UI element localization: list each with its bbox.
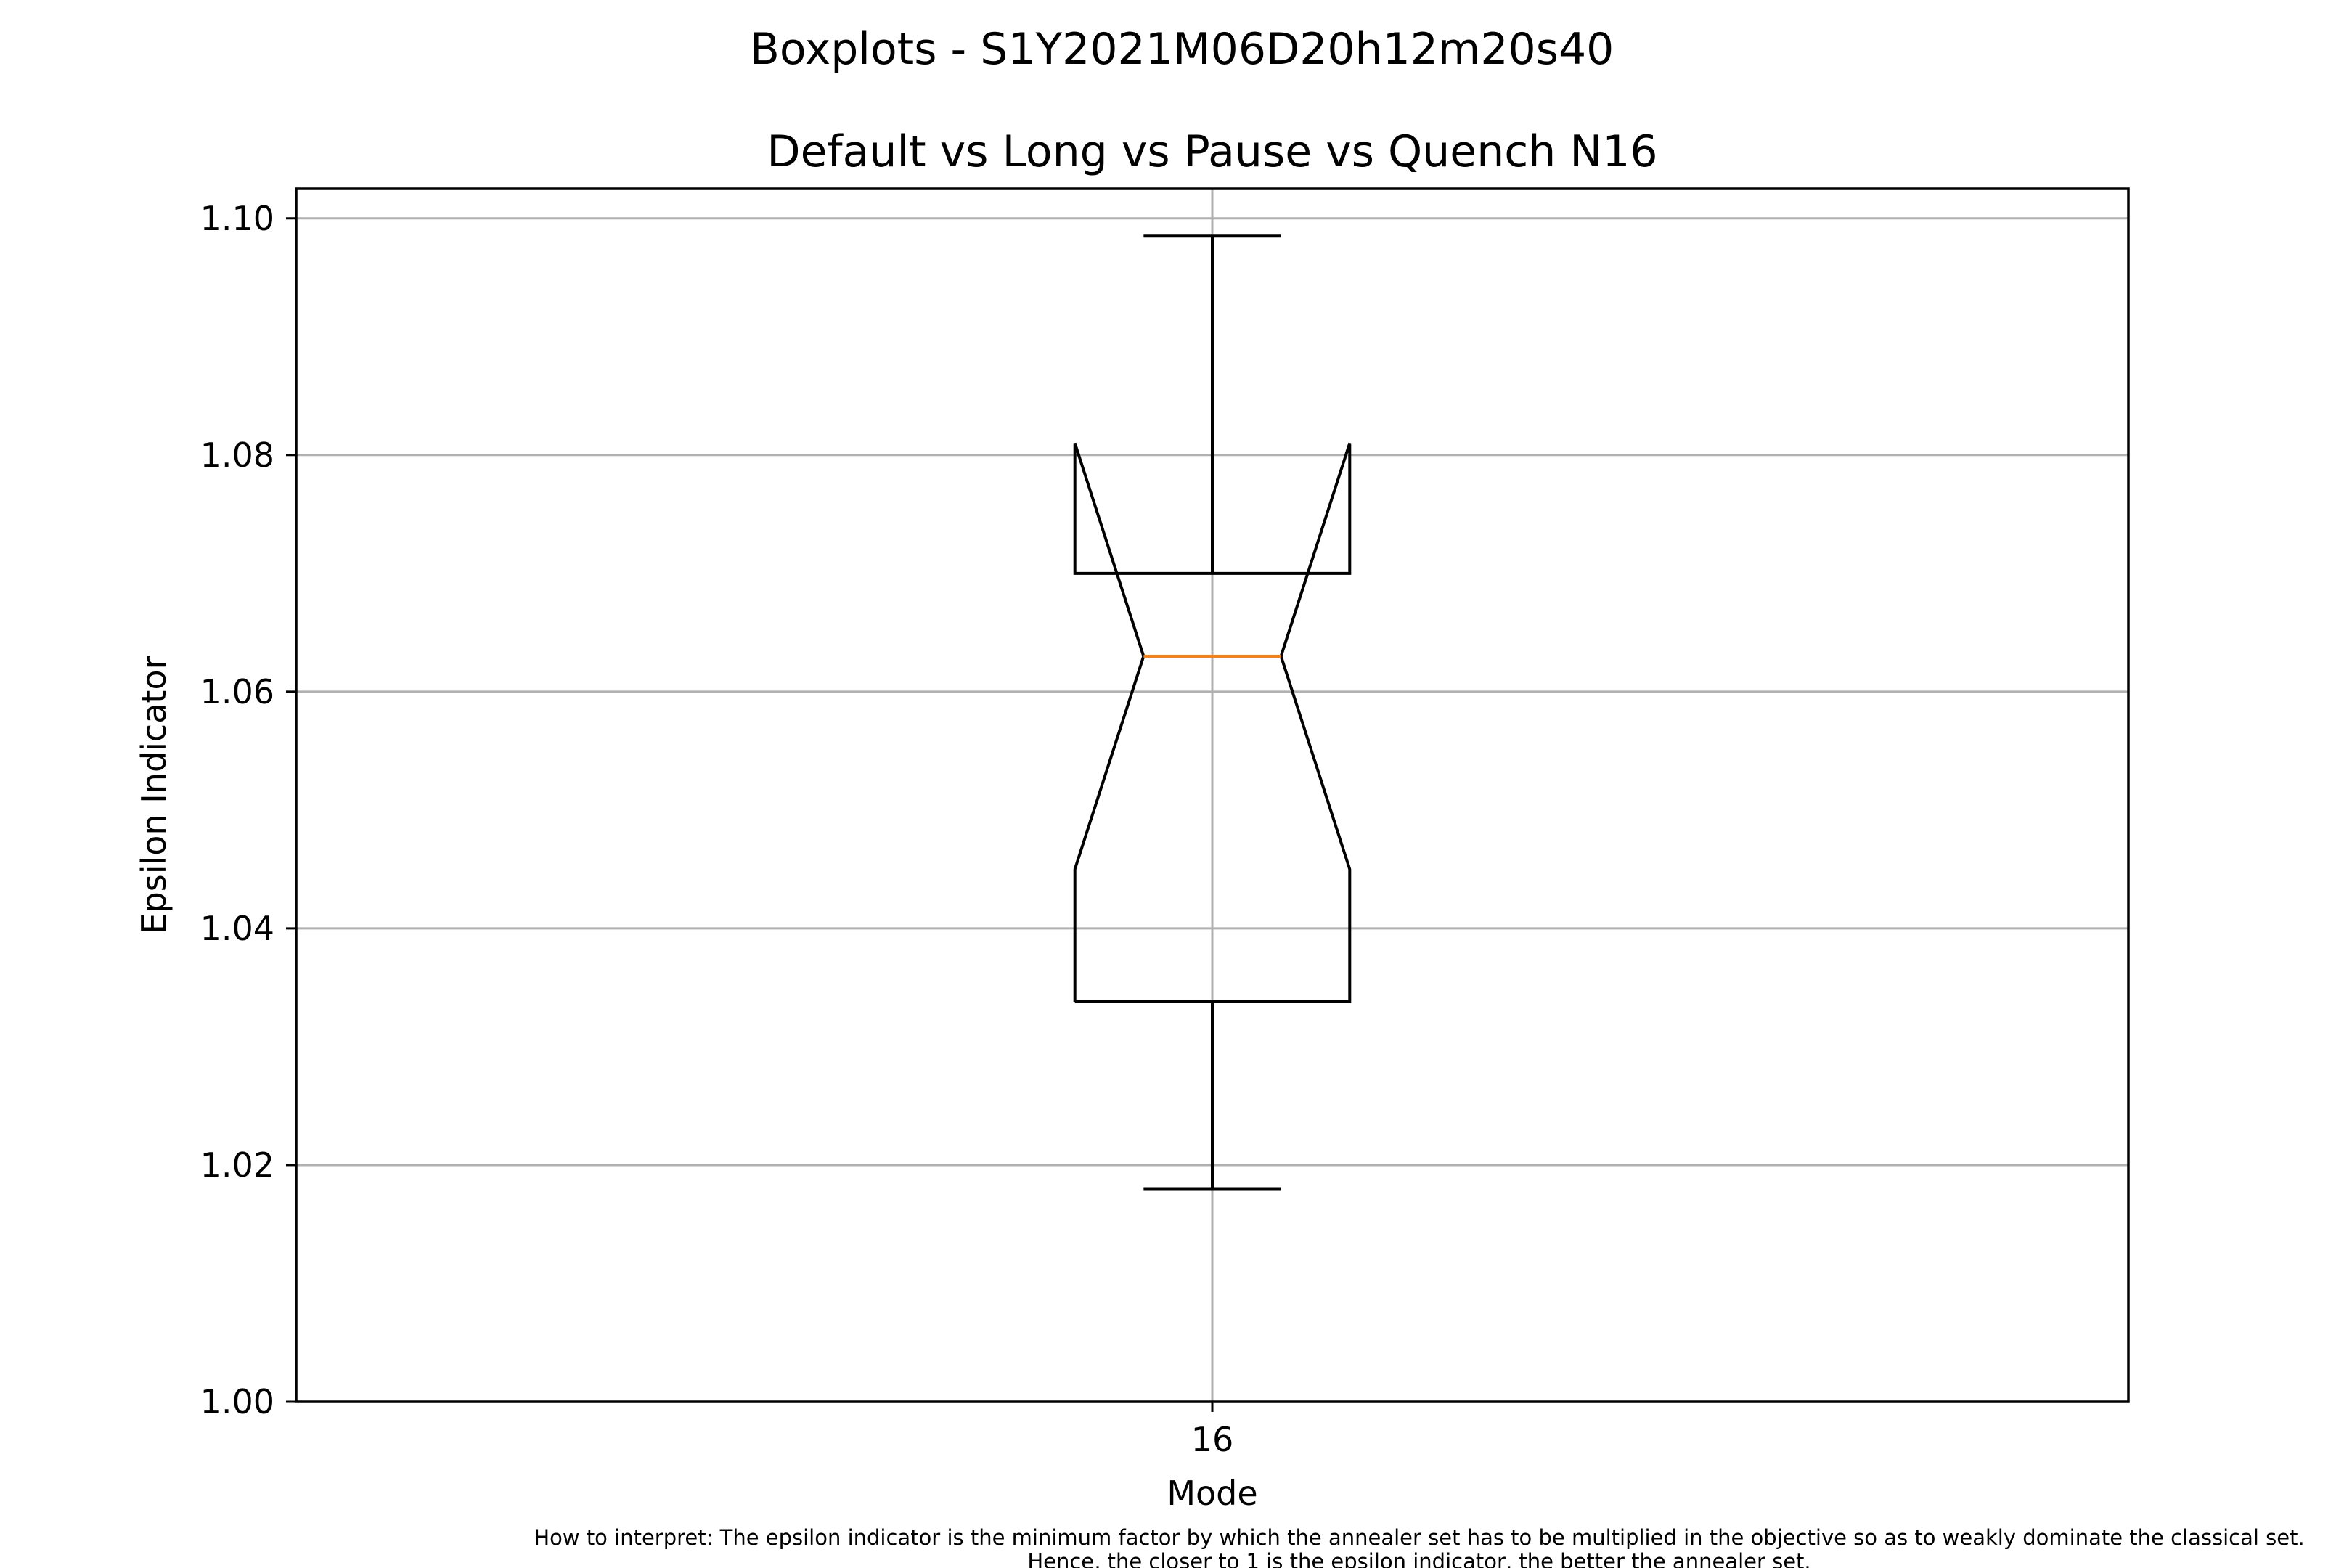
y-tick-label: 1.06: [200, 672, 274, 711]
footnote-line-2: Hence, the closer to 1 is the epsilon in…: [1027, 1549, 1810, 1568]
chart-title: Default vs Long vs Pause vs Quench N16: [767, 126, 1657, 177]
x-tick-label: 16: [1191, 1420, 1234, 1459]
y-tick-label: 1.04: [200, 909, 274, 948]
y-tick-label: 1.10: [200, 199, 274, 238]
x-axis-label: Mode: [1167, 1474, 1257, 1513]
y-axis-ticks: 1.00 1.02 1.04 1.06 1.08 1.10: [200, 199, 296, 1421]
figure-suptitle: Boxplots - S1Y2021M06D20h12m20s40: [750, 24, 1614, 75]
y-tick-label: 1.02: [200, 1146, 274, 1185]
boxes: [1073, 234, 1352, 1191]
plot-area-frame: [295, 187, 2130, 1403]
box-body: [1073, 442, 1352, 1003]
y-tick-label: 1.00: [200, 1382, 274, 1421]
y-tick-label: 1.08: [200, 436, 274, 475]
x-axis-ticks: 16: [1191, 1402, 1234, 1459]
y-axis-label: Epsilon Indicator: [134, 656, 173, 934]
footnote-line-1: How to interpret: The epsilon indicator …: [534, 1525, 2304, 1550]
